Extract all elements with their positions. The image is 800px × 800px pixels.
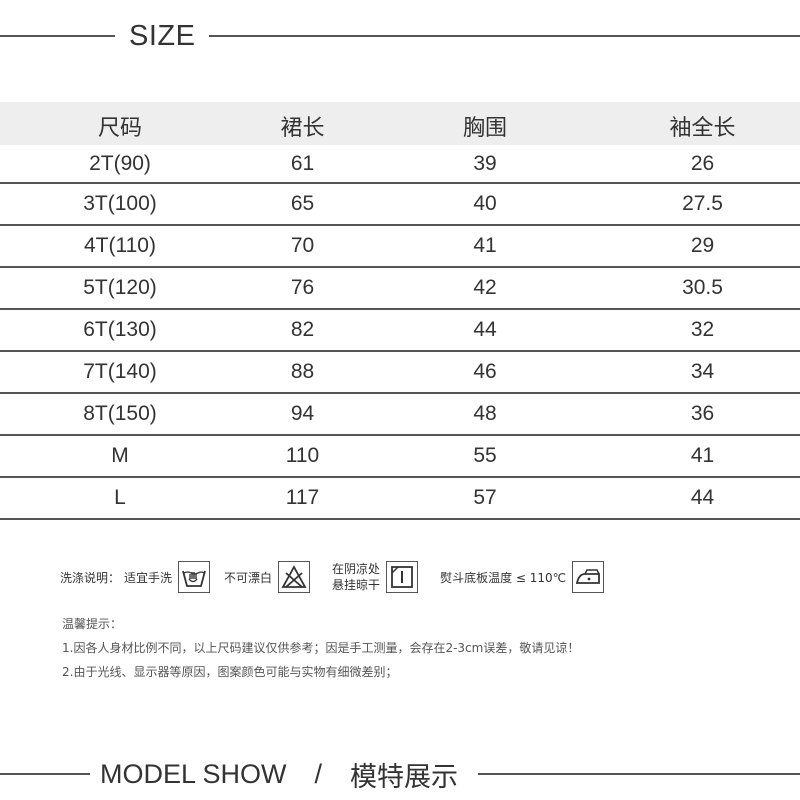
- header-size: 尺码: [97, 115, 142, 141]
- cell-length: 88: [290, 360, 315, 383]
- cell-sleeve: 26: [690, 151, 715, 175]
- table-row: 3T(100) 65 40 27.5: [0, 183, 800, 225]
- cell-size: 3T(100): [83, 192, 157, 215]
- cell-sleeve: 36: [690, 402, 715, 425]
- table-row: 8T(150) 94 48 36: [0, 393, 800, 435]
- cell-length: 110: [285, 444, 320, 467]
- cell-sleeve: 32: [690, 318, 715, 341]
- care-label: 洗涤说明：: [60, 570, 121, 585]
- cell-length: 82: [290, 318, 315, 341]
- cell-sleeve: 27.5: [682, 192, 723, 215]
- cell-sleeve: 30.5: [682, 276, 723, 299]
- table-row: L 117 57 44: [0, 477, 800, 519]
- model-show-title-en: MODEL SHOW: [100, 758, 287, 789]
- cell-chest: 46: [473, 360, 497, 383]
- care-line-dry-line1: 在阴凉处: [332, 562, 381, 576]
- header-chest: 胸围: [462, 115, 507, 141]
- cell-size: 5T(120): [83, 276, 157, 299]
- header-sleeve: 袖全长: [669, 115, 736, 141]
- line-dry-shade-icon: [386, 561, 419, 593]
- title-rule-left: [0, 773, 90, 775]
- cell-size: 7T(140): [83, 360, 157, 383]
- care-line-dry-text: 在阴凉处 悬挂晾干: [332, 561, 380, 593]
- cell-sleeve: 29: [690, 234, 715, 257]
- table-row: M 110 55 41: [0, 435, 800, 477]
- table-row: 5T(120) 76 42 30.5: [0, 267, 800, 309]
- warm-tips: 温馨提示： 1.因各人身材比例不同，以上尺码建议仅供参考；因是手工测量，会存在2…: [62, 612, 762, 684]
- hand-wash-icon: [178, 561, 211, 593]
- cell-chest: 44: [473, 318, 497, 341]
- title-rule-right: [478, 773, 800, 775]
- size-title-text: SIZE: [129, 19, 196, 52]
- cell-sleeve: 34: [690, 360, 715, 383]
- cell-chest: 42: [473, 276, 497, 299]
- cell-chest: 55: [473, 444, 497, 467]
- cell-sleeve: 44: [690, 486, 715, 509]
- care-iron-text: 熨斗底板温度 ≤ 110℃: [440, 570, 567, 585]
- cell-length: 117: [285, 486, 320, 509]
- model-show-title-cn: 模特展示: [350, 761, 459, 793]
- title-rule-right: [209, 35, 800, 37]
- table-row: 4T(110) 70 41 29: [0, 225, 800, 267]
- tips-line-1: 1.因各人身材比例不同，以上尺码建议仅供参考；因是手工测量，会存在2-3cm误差…: [62, 641, 580, 655]
- cell-length: 61: [290, 151, 315, 175]
- tips-title: 温馨提示：: [62, 617, 123, 631]
- cell-chest: 48: [473, 402, 497, 425]
- cell-length: 76: [290, 276, 315, 299]
- cell-sleeve: 41: [690, 444, 715, 467]
- table-row: 6T(130) 82 44 32: [0, 309, 800, 351]
- cell-chest: 57: [473, 486, 497, 509]
- model-show-section-title: MODEL SHOW / 模特展示: [0, 754, 800, 794]
- title-rule-left: [0, 35, 115, 37]
- no-bleach-icon: [278, 561, 311, 593]
- cell-size: M: [111, 444, 129, 467]
- care-no-bleach-text: 不可漂白: [224, 570, 273, 585]
- cell-length: 70: [290, 234, 315, 257]
- cell-size: 6T(130): [83, 318, 157, 341]
- size-section-title: SIZE: [0, 16, 800, 56]
- table-row: 2T(90) 61 39 26: [0, 145, 800, 183]
- cell-chest: 39: [473, 151, 497, 175]
- cell-size: L: [114, 486, 126, 509]
- cell-size: 8T(150): [83, 402, 157, 425]
- cell-length: 65: [290, 192, 315, 215]
- cell-chest: 40: [473, 192, 497, 215]
- tips-line-2: 2.由于光线、显示器等原因，图案颜色可能与实物有细微差别；: [62, 665, 398, 679]
- size-table: 尺码 裙长 胸围 袖全长 2T(90) 61 39 26 3T(100) 65 40 27.…: [0, 102, 800, 520]
- care-instructions: 洗涤说明： 适宜手洗 不可漂白 在阴凉处 悬挂晾干 熨斗底板温度 ≤ 110℃: [60, 556, 740, 598]
- table-row: 7T(140) 88 46 34: [0, 351, 800, 393]
- care-hand-wash-text: 适宜手洗: [124, 570, 173, 585]
- model-show-separator: /: [314, 758, 323, 789]
- iron-icon: [572, 561, 605, 593]
- cell-length: 94: [290, 402, 315, 425]
- cell-chest: 41: [473, 234, 497, 257]
- care-line-dry-line2: 悬挂晾干: [332, 578, 381, 592]
- cell-size: 4T(110): [84, 234, 156, 257]
- cell-size: 2T(90): [89, 151, 151, 175]
- size-table-header: 尺码 裙长 胸围 袖全长: [0, 102, 800, 145]
- header-length: 裙长: [280, 115, 325, 141]
